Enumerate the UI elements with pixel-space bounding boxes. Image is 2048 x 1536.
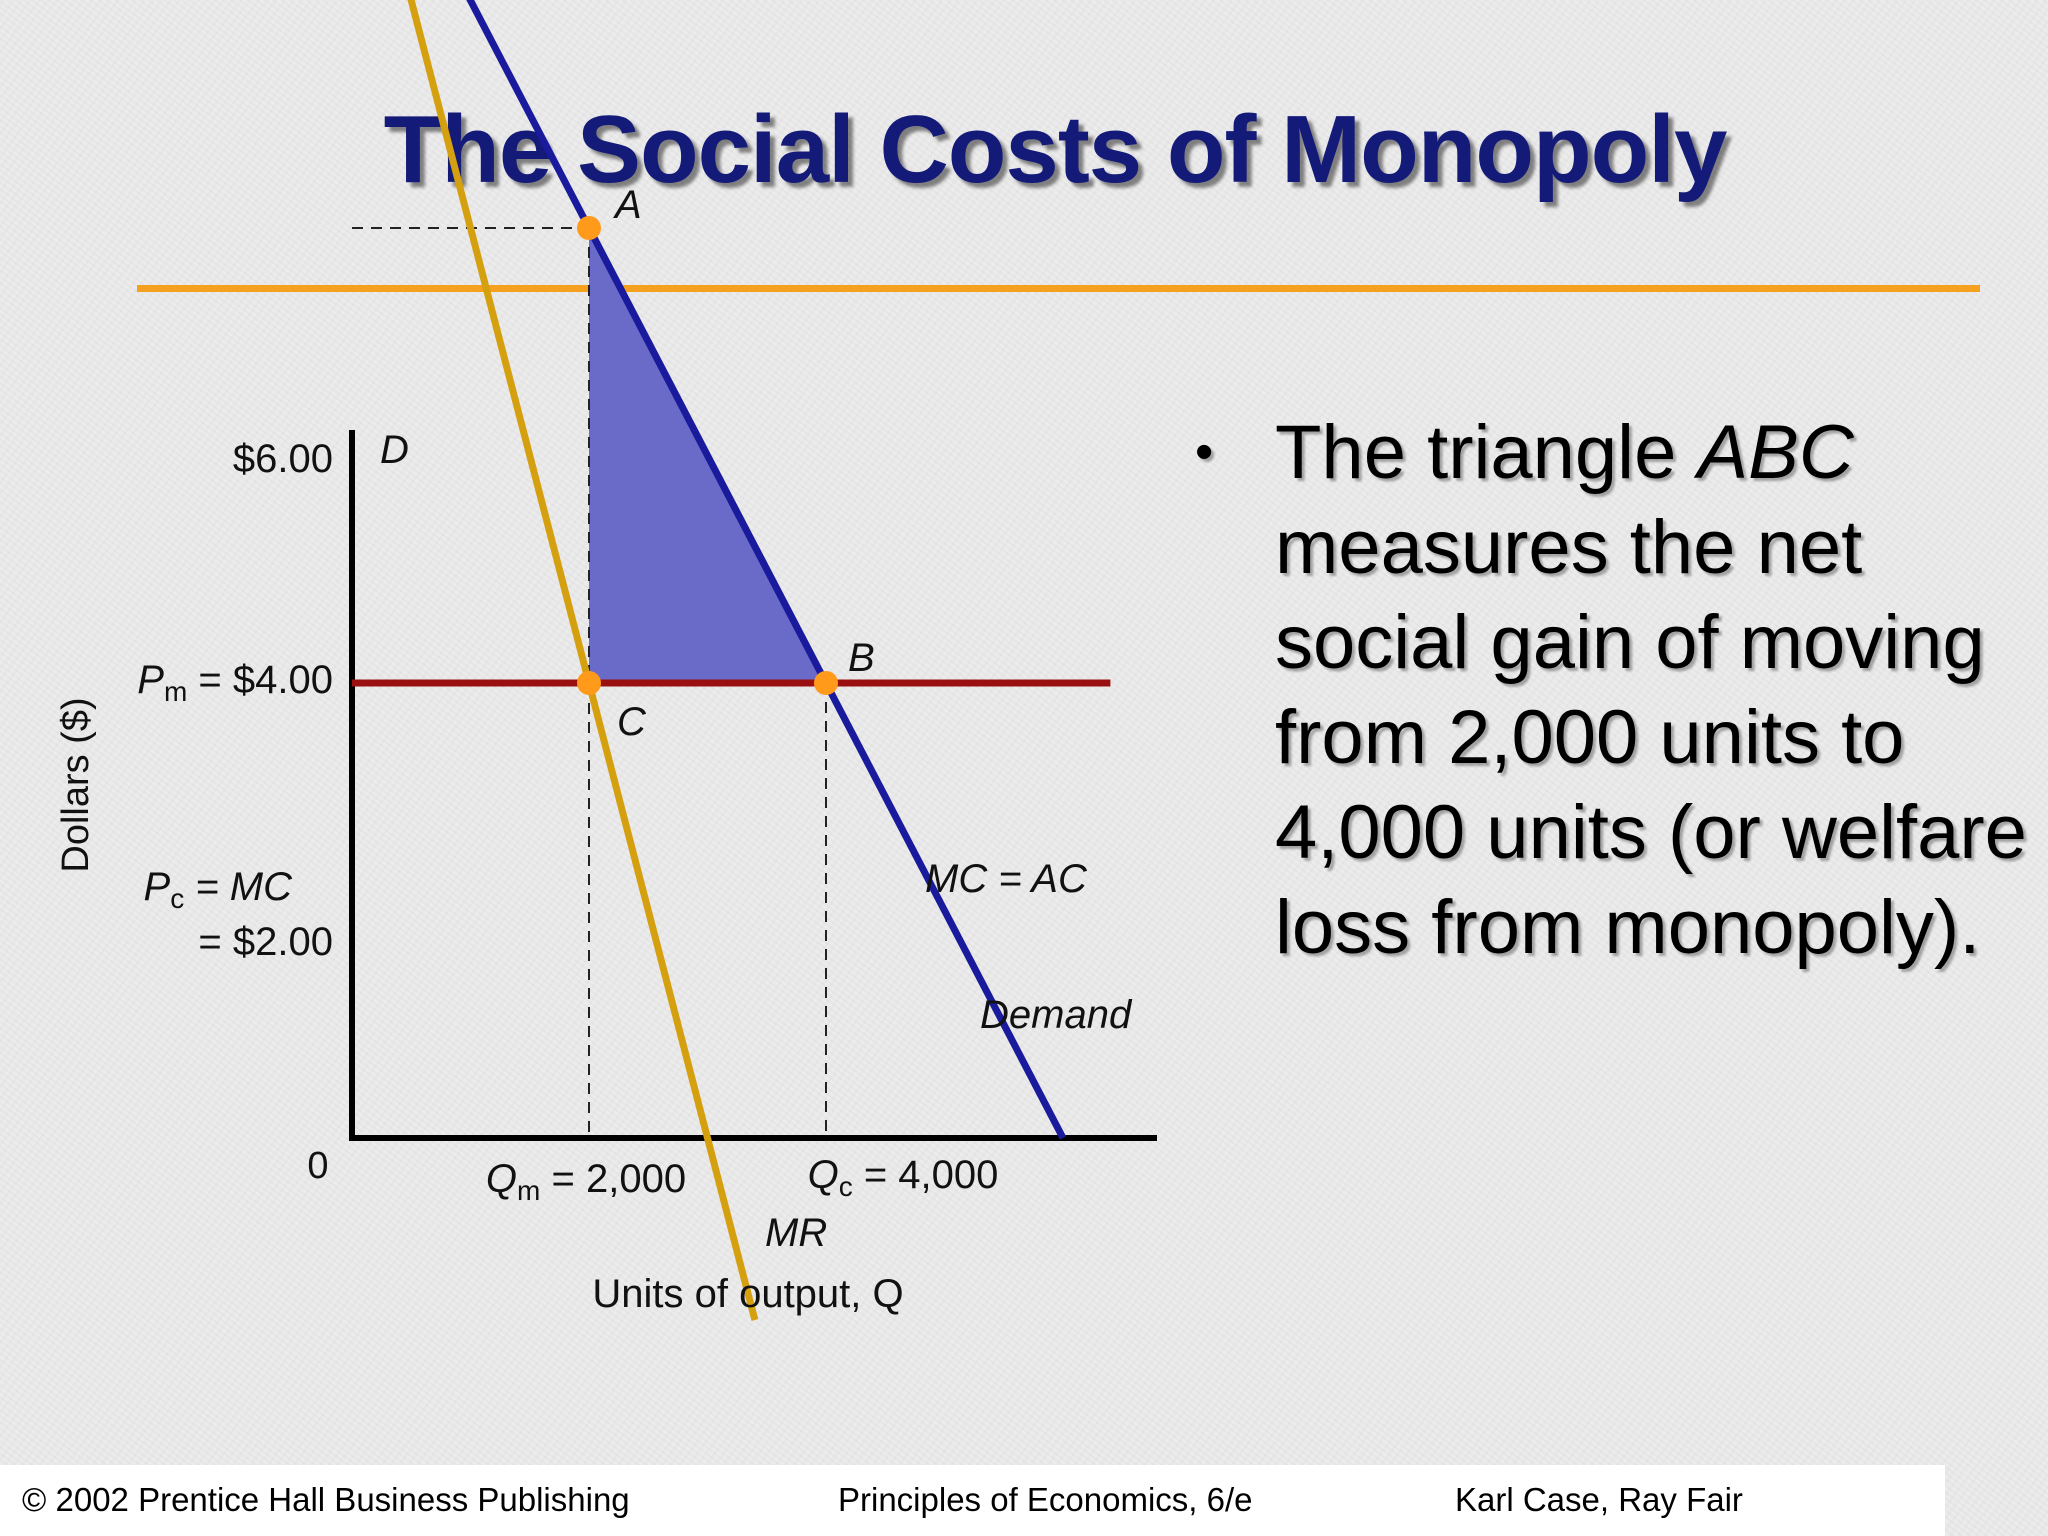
y-axis-label: Dollars ($) xyxy=(55,697,97,872)
label-d: D xyxy=(380,428,409,472)
label-mc-ac: MC = AC xyxy=(925,857,1088,901)
point-a xyxy=(577,216,601,240)
footer-book-title: Principles of Economics, 6/e xyxy=(838,1481,1253,1518)
label-demand: Demand xyxy=(980,993,1133,1037)
point-label-a: A xyxy=(613,183,642,227)
x-tick-qc: Qc = 4,000 xyxy=(808,1153,999,1202)
title-divider xyxy=(137,285,1980,292)
footer-bar: © 2002 Prentice Hall Business Publishing… xyxy=(0,1465,1945,1536)
bullet-marker: • xyxy=(1195,423,1214,481)
origin-label: 0 xyxy=(307,1145,328,1187)
axes-layer xyxy=(349,430,1157,1141)
footer-authors: Karl Case, Ray Fair xyxy=(1455,1481,1743,1518)
x-axis-label: Units of output, Q xyxy=(592,1272,903,1316)
slide-title: The Social Costs of Monopoly xyxy=(383,96,1728,203)
y-tick-pc: Pc = MC xyxy=(144,865,294,914)
y-tick-pm: Pm = $4.00 xyxy=(137,658,333,707)
y-tick-pc-value: = $2.00 xyxy=(198,920,333,964)
x-tick-qm: Qm = 2,000 xyxy=(486,1157,686,1206)
label-mr: MR xyxy=(765,1211,827,1255)
footer-copyright: © 2002 Prentice Hall Business Publishing xyxy=(22,1481,630,1518)
point-c xyxy=(577,671,601,695)
marks-layer xyxy=(352,0,1111,1321)
bullet-text: The triangle ABC measures the net social… xyxy=(1275,410,2027,970)
demand-curve xyxy=(466,0,1067,1140)
point-label-c: C xyxy=(617,700,647,744)
mr-curve xyxy=(407,0,759,1321)
chart-text: Dollars ($) Units of output, Q 0 $6.00 P… xyxy=(55,183,1133,1316)
point-b xyxy=(814,671,838,695)
point-label-b: B xyxy=(848,636,875,680)
y-tick-six: $6.00 xyxy=(233,437,333,481)
